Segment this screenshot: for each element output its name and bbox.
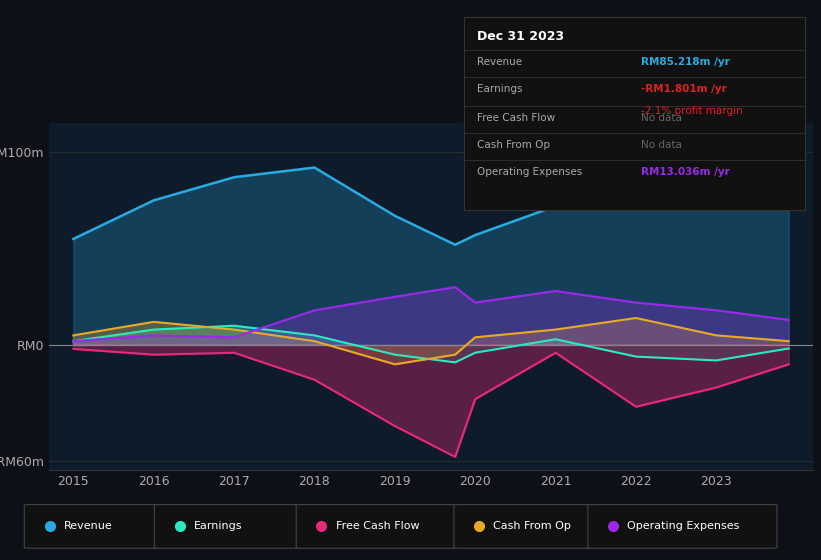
Text: Cash From Op: Cash From Op <box>493 521 571 531</box>
Text: Revenue: Revenue <box>64 521 112 531</box>
Text: Free Cash Flow: Free Cash Flow <box>478 114 556 123</box>
Text: Earnings: Earnings <box>478 85 523 95</box>
FancyBboxPatch shape <box>25 505 163 548</box>
FancyBboxPatch shape <box>296 505 458 548</box>
Text: -2.1% profit margin: -2.1% profit margin <box>641 106 743 116</box>
Text: Free Cash Flow: Free Cash Flow <box>336 521 420 531</box>
FancyBboxPatch shape <box>588 505 777 548</box>
Text: Cash From Op: Cash From Op <box>478 141 551 151</box>
FancyBboxPatch shape <box>154 505 300 548</box>
Text: RM85.218m /yr: RM85.218m /yr <box>641 57 730 67</box>
Text: Revenue: Revenue <box>478 57 523 67</box>
FancyBboxPatch shape <box>454 505 592 548</box>
Text: No data: No data <box>641 141 682 151</box>
Text: Earnings: Earnings <box>194 521 242 531</box>
Text: Dec 31 2023: Dec 31 2023 <box>478 30 565 43</box>
Text: RM13.036m /yr: RM13.036m /yr <box>641 167 730 178</box>
Text: No data: No data <box>641 114 682 123</box>
Text: -RM1.801m /yr: -RM1.801m /yr <box>641 85 727 95</box>
Text: Operating Expenses: Operating Expenses <box>627 521 740 531</box>
Text: Operating Expenses: Operating Expenses <box>478 167 583 178</box>
